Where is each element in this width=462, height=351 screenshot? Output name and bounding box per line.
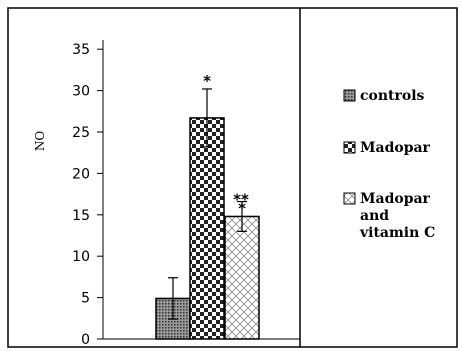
legend-swatch (343, 192, 356, 205)
y-tick-label: 5 (81, 291, 90, 307)
significance-mark-extra: ** (233, 191, 249, 209)
y-tick-label: 15 (72, 208, 90, 224)
bars: **** (155, 72, 260, 340)
bar (189, 117, 225, 340)
bar (224, 215, 260, 340)
y-tick-label: 0 (81, 332, 90, 348)
y-tick-label: 35 (72, 42, 90, 58)
y-tick-label: 30 (72, 84, 90, 100)
plot-frame (7, 7, 458, 348)
y-tick-label: 20 (72, 166, 90, 182)
legend-label: vitamin C (359, 225, 435, 241)
significance-mark: * (203, 72, 211, 90)
y-tick-label: 10 (72, 249, 90, 265)
legend-label: and (360, 208, 389, 224)
legend-label: Madopar (360, 191, 431, 207)
legend-label: Madopar (360, 140, 431, 156)
legend-swatch (343, 89, 356, 102)
y-ticks: 0 5 10 15 20 25 30 35 (72, 42, 103, 348)
legend-swatch (343, 141, 356, 154)
significance-mark: * (238, 200, 246, 218)
y-axis-label: NO (33, 131, 47, 152)
legend-label: controls (360, 88, 425, 104)
y-tick-label: 25 (72, 125, 90, 141)
